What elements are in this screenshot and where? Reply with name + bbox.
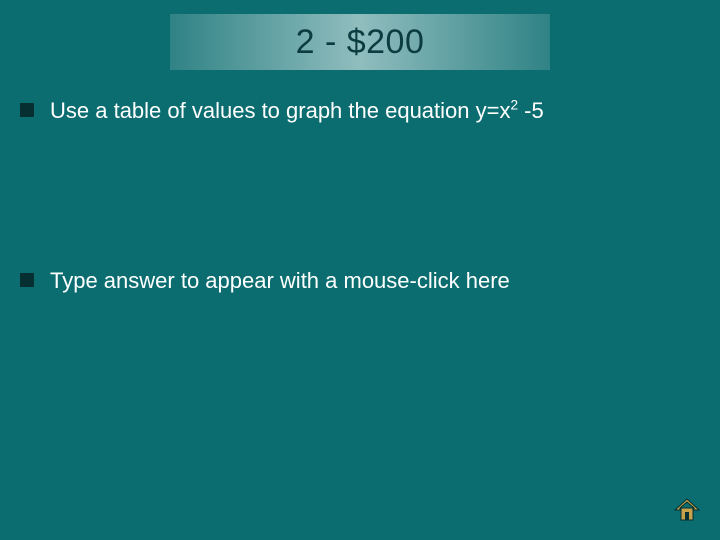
bullet-item: Type answer to appear with a mouse-click…	[20, 266, 690, 296]
home-button[interactable]	[674, 498, 700, 522]
bullet-text: Type answer to appear with a mouse-click…	[50, 266, 690, 296]
bullet-marker-icon	[20, 273, 34, 287]
slide: 2 - $200 Use a table of values to graph …	[0, 0, 720, 540]
bullet-text: Use a table of values to graph the equat…	[50, 96, 690, 126]
home-icon	[674, 498, 700, 522]
slide-title-box: 2 - $200	[170, 14, 550, 70]
bullet-marker-icon	[20, 103, 34, 117]
slide-title: 2 - $200	[296, 23, 425, 62]
bullet-item: Use a table of values to graph the equat…	[20, 96, 690, 126]
